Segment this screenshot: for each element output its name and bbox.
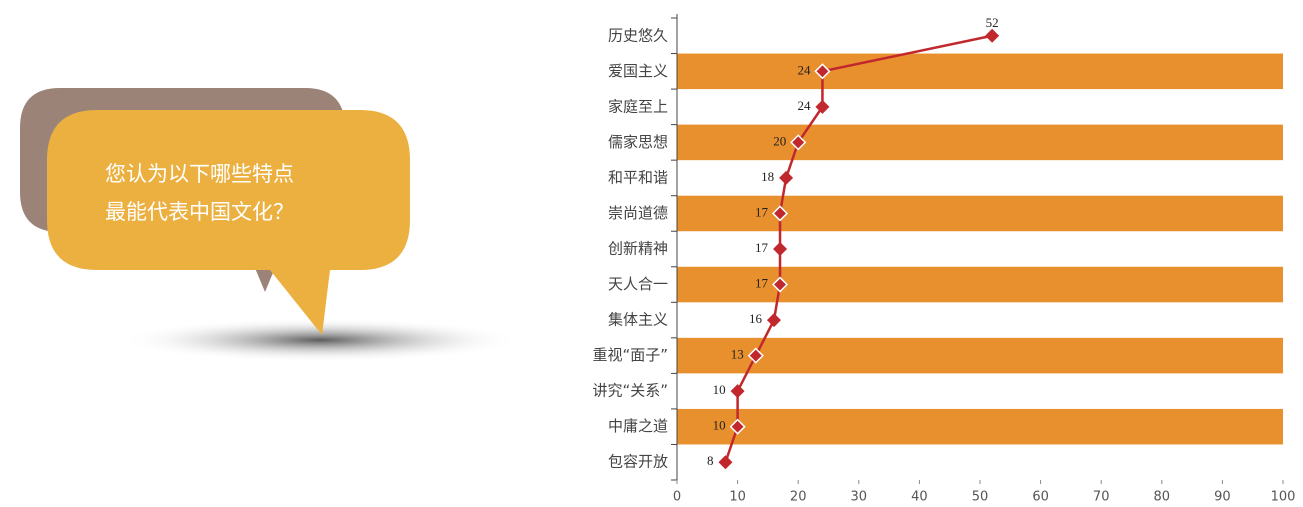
x-tick-label: 0 — [673, 490, 681, 505]
band — [677, 125, 1283, 161]
y-tick-label: 历史悠久 — [608, 26, 668, 44]
y-tick-label: 和平和谐 — [608, 168, 668, 186]
marker — [815, 100, 829, 114]
value-label: 17 — [755, 240, 769, 255]
x-tick-label: 40 — [911, 490, 928, 505]
band — [677, 54, 1283, 90]
value-label: 52 — [986, 15, 999, 30]
x-tick-label: 20 — [790, 490, 807, 505]
y-tick-label: 儒家思想 — [608, 133, 668, 151]
y-tick-label: 重视“面子” — [592, 346, 668, 364]
y-tick-label: 创新精神 — [608, 240, 668, 258]
value-label: 17 — [755, 276, 769, 291]
value-label: 24 — [797, 98, 811, 113]
marker — [767, 313, 781, 327]
x-tick-label: 50 — [972, 490, 989, 505]
value-label: 16 — [749, 311, 763, 326]
x-tick-label: 100 — [1271, 490, 1296, 505]
y-tick-label: 爱国主义 — [608, 62, 668, 80]
y-tick-label: 中庸之道 — [608, 417, 668, 435]
y-tick-label: 集体主义 — [608, 311, 668, 329]
bubble-text: 最能代表中国文化？ — [105, 200, 294, 224]
y-tick-label: 包容开放 — [608, 453, 668, 471]
x-tick-label: 60 — [1032, 490, 1049, 505]
value-label: 10 — [713, 382, 726, 397]
value-label: 20 — [773, 133, 786, 148]
marker — [718, 455, 732, 469]
marker — [779, 171, 793, 185]
value-label: 8 — [707, 453, 714, 468]
page: 您认为以下哪些特点 最能代表中国文化？ 历史悠久爱国主义家庭至上儒家思想和平和谐… — [0, 0, 1303, 507]
marker — [985, 29, 999, 43]
value-label: 18 — [761, 169, 774, 184]
value-label: 17 — [755, 204, 769, 219]
marker — [773, 242, 787, 256]
value-label: 13 — [731, 347, 744, 362]
x-tick-label: 70 — [1093, 490, 1110, 505]
value-label: 24 — [797, 62, 811, 77]
bubble-text: 您认为以下哪些特点 — [105, 162, 294, 186]
marker — [731, 384, 745, 398]
band — [677, 338, 1283, 374]
x-tick-label: 10 — [729, 490, 746, 505]
band — [677, 409, 1283, 445]
x-tick-label: 30 — [851, 490, 868, 505]
y-tick-label: 家庭至上 — [608, 97, 668, 115]
y-tick-label: 讲究“关系” — [592, 382, 668, 400]
y-tick-label: 崇尚道德 — [608, 204, 668, 222]
value-label: 10 — [713, 418, 726, 433]
x-tick-label: 90 — [1214, 490, 1231, 505]
x-tick-label: 80 — [1154, 490, 1171, 505]
y-tick-label: 天人合一 — [608, 275, 668, 293]
